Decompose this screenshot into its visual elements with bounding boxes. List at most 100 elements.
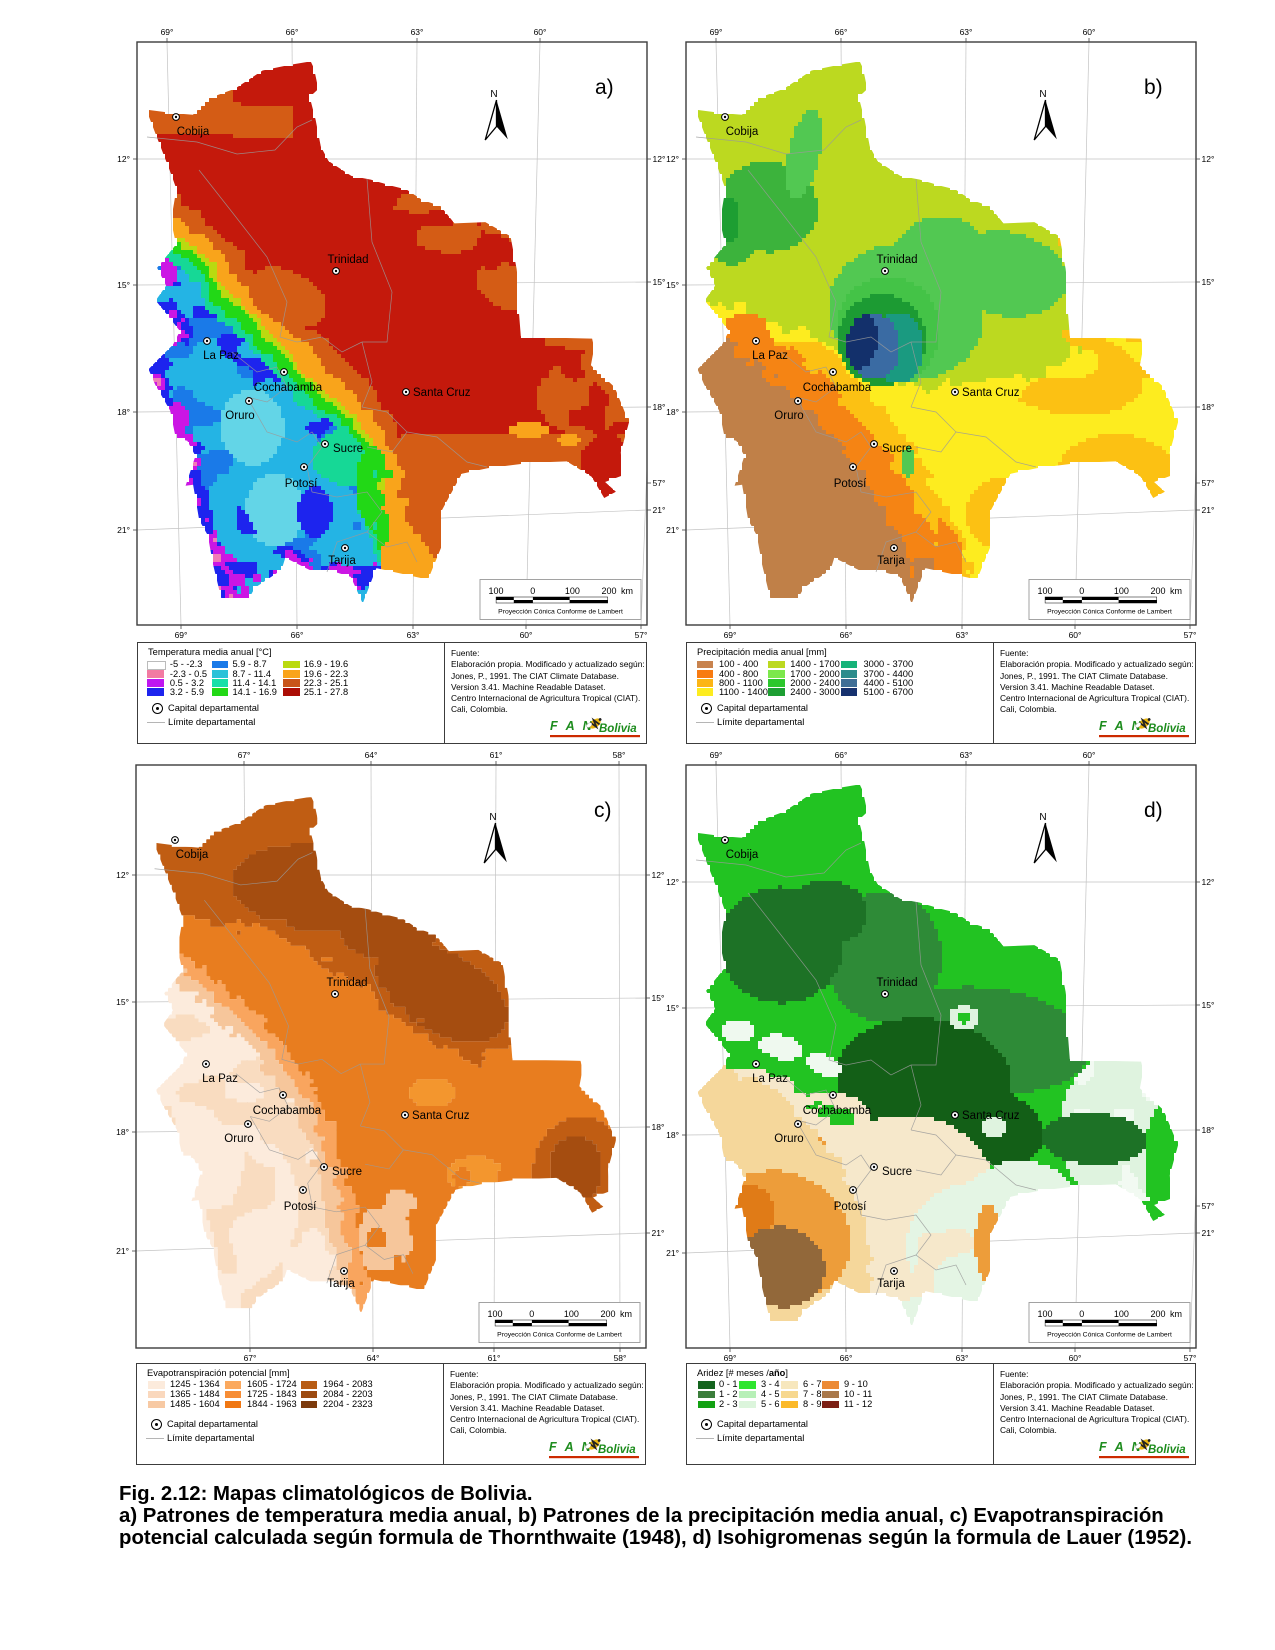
svg-text:21°: 21° (116, 1246, 129, 1256)
svg-text:18°: 18° (116, 1127, 129, 1137)
svg-text:21°: 21° (666, 1248, 679, 1258)
svg-text:Tarija: Tarija (328, 555, 356, 567)
svg-text:Bolivia: Bolivia (1148, 1444, 1186, 1456)
svg-text:100: 100 (1114, 586, 1129, 596)
svg-text:66°: 66° (835, 27, 848, 37)
svg-text:Bolivia: Bolivia (598, 1444, 636, 1456)
svg-text:0: 0 (1079, 586, 1084, 596)
svg-text:Tarija: Tarija (877, 1278, 905, 1290)
svg-text:18°: 18° (666, 1130, 679, 1140)
svg-text:Sucre: Sucre (882, 1166, 912, 1178)
svg-text:61°: 61° (490, 750, 503, 760)
svg-text:63°: 63° (956, 1353, 969, 1363)
svg-text:Potosí: Potosí (834, 1201, 867, 1213)
svg-text:Cobija: Cobija (726, 849, 759, 861)
svg-text:60°: 60° (1083, 750, 1096, 760)
svg-text:21°: 21° (652, 1228, 665, 1238)
svg-text:Oruro: Oruro (225, 410, 254, 422)
svg-text:63°: 63° (407, 630, 420, 640)
svg-text:La Paz: La Paz (752, 1073, 788, 1085)
svg-text:Proyección Cónica Conforme de: Proyección Cónica Conforme de Lambert (1047, 1332, 1172, 1339)
svg-text:200: 200 (601, 586, 616, 596)
svg-text:Santa Cruz: Santa Cruz (962, 1110, 1020, 1122)
svg-text:0: 0 (530, 586, 535, 596)
svg-text:15°: 15° (116, 997, 129, 1007)
svg-text:18°: 18° (666, 407, 679, 417)
svg-text:12°: 12° (116, 870, 129, 880)
svg-text:69°: 69° (710, 750, 723, 760)
svg-text:60°: 60° (1069, 630, 1082, 640)
svg-text:Potosí: Potosí (284, 1201, 317, 1213)
svg-text:Trinidad: Trinidad (327, 254, 368, 266)
svg-text:64°: 64° (367, 1353, 380, 1363)
svg-text:12°: 12° (1202, 154, 1215, 164)
svg-text:Cobija: Cobija (176, 849, 209, 861)
svg-text:15°: 15° (117, 280, 130, 290)
svg-text:67°: 67° (244, 1353, 257, 1363)
svg-text:21°: 21° (653, 505, 666, 515)
svg-text:57°: 57° (635, 630, 648, 640)
svg-text:64°: 64° (365, 750, 378, 760)
svg-text:66°: 66° (291, 630, 304, 640)
svg-text:60°: 60° (520, 630, 533, 640)
svg-text:60°: 60° (1083, 27, 1096, 37)
svg-text:69°: 69° (710, 27, 723, 37)
svg-text:21°: 21° (117, 525, 130, 535)
svg-text:Santa Cruz: Santa Cruz (413, 387, 471, 399)
svg-text:km: km (620, 1309, 632, 1319)
svg-text:57°: 57° (1184, 630, 1197, 640)
svg-text:15°: 15° (666, 280, 679, 290)
svg-text:F A N: F A N (549, 1440, 593, 1454)
svg-text:100: 100 (565, 586, 580, 596)
svg-text:57°: 57° (1202, 1201, 1215, 1211)
svg-text:15°: 15° (653, 277, 666, 287)
svg-text:Sucre: Sucre (333, 443, 363, 455)
svg-text:Sucre: Sucre (882, 443, 912, 455)
svg-text:Tarija: Tarija (327, 1278, 355, 1290)
svg-text:Oruro: Oruro (224, 1133, 253, 1145)
svg-text:57°: 57° (653, 478, 666, 488)
svg-text:63°: 63° (956, 630, 969, 640)
svg-text:18°: 18° (653, 402, 666, 412)
svg-text:61°: 61° (488, 1353, 501, 1363)
svg-text:La Paz: La Paz (202, 1073, 238, 1085)
svg-text:69°: 69° (175, 630, 188, 640)
svg-text:100: 100 (1037, 586, 1052, 596)
svg-text:F A N: F A N (1099, 1440, 1143, 1454)
svg-text:100: 100 (488, 586, 503, 596)
svg-text:63°: 63° (411, 27, 424, 37)
svg-text:Proyección Cónica Conforme de: Proyección Cónica Conforme de Lambert (497, 1332, 622, 1339)
svg-text:0: 0 (1079, 1309, 1084, 1319)
svg-text:Cochabamba: Cochabamba (803, 382, 872, 394)
svg-text:Santa Cruz: Santa Cruz (412, 1110, 470, 1122)
svg-text:21°: 21° (666, 525, 679, 535)
svg-text:Oruro: Oruro (774, 1133, 803, 1145)
svg-text:12°: 12° (666, 154, 679, 164)
svg-text:Cochabamba: Cochabamba (253, 1105, 322, 1117)
svg-text:60°: 60° (1069, 1353, 1082, 1363)
svg-text:N: N (1039, 89, 1046, 100)
svg-text:Oruro: Oruro (774, 410, 803, 422)
svg-text:66°: 66° (286, 27, 299, 37)
svg-text:c): c) (594, 799, 612, 822)
svg-text:18°: 18° (652, 1122, 665, 1132)
svg-text:58°: 58° (613, 750, 626, 760)
svg-text:200: 200 (1150, 1309, 1165, 1319)
svg-text:69°: 69° (161, 27, 174, 37)
svg-text:63°: 63° (960, 750, 973, 760)
svg-text:Trinidad: Trinidad (326, 977, 367, 989)
svg-text:100: 100 (1037, 1309, 1052, 1319)
svg-text:100: 100 (564, 1309, 579, 1319)
svg-text:Cobija: Cobija (726, 126, 759, 138)
svg-text:N: N (489, 812, 496, 823)
svg-text:Potosí: Potosí (834, 478, 867, 490)
svg-text:N: N (490, 89, 497, 100)
svg-text:a): a) (595, 76, 614, 99)
svg-text:Bolivia: Bolivia (599, 723, 637, 735)
svg-text:100: 100 (1114, 1309, 1129, 1319)
svg-text:Tarija: Tarija (877, 555, 905, 567)
svg-text:200: 200 (1150, 586, 1165, 596)
svg-text:18°: 18° (117, 407, 130, 417)
svg-text:La Paz: La Paz (752, 350, 788, 362)
svg-text:63°: 63° (960, 27, 973, 37)
